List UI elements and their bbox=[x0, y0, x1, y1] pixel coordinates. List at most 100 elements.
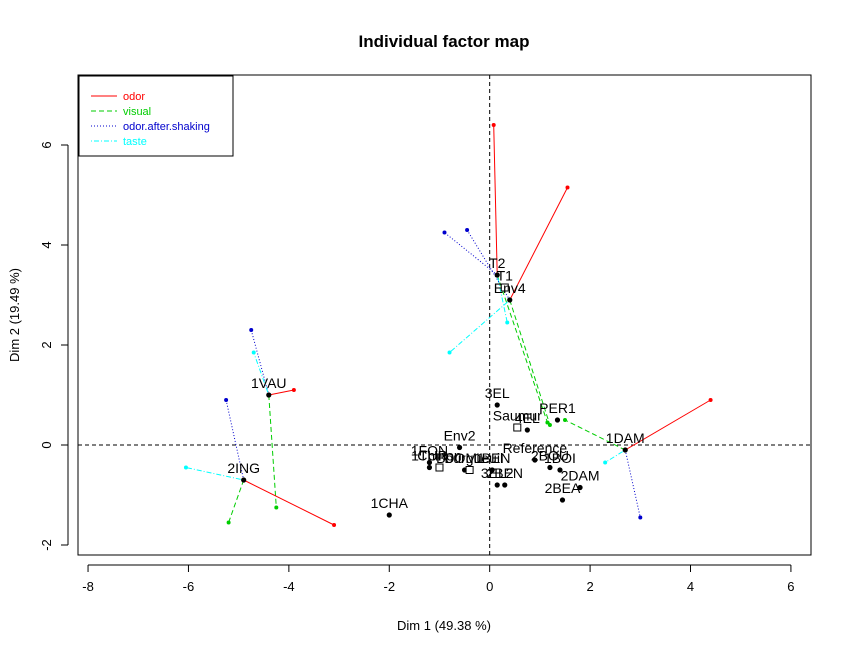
individual-point bbox=[494, 272, 500, 278]
individual-point bbox=[426, 459, 433, 466]
partial-point-odor-after-shaking bbox=[442, 230, 447, 235]
point-label: 1TUR bbox=[411, 448, 448, 464]
partial-line-odor bbox=[243, 479, 335, 526]
individual-point bbox=[266, 392, 272, 398]
y-axis-title: Dim 2 (19.49 %) bbox=[7, 268, 22, 362]
partial-point-visual bbox=[545, 420, 550, 425]
legend-label-odor-after-shaking: odor.after.shaking bbox=[123, 121, 210, 133]
partial-point-taste bbox=[183, 465, 188, 470]
partial-point-taste bbox=[603, 460, 608, 465]
legend-label-taste: taste bbox=[123, 136, 147, 148]
point-label: 1DAM bbox=[606, 430, 645, 446]
partial-line-odor-after-shaking bbox=[624, 449, 641, 518]
partial-line-visual bbox=[228, 479, 245, 523]
partial-line-visual bbox=[496, 274, 548, 423]
partial-axes-lines bbox=[183, 123, 713, 527]
partial-line-visual bbox=[564, 419, 626, 451]
individual-point bbox=[547, 464, 553, 471]
individual-point bbox=[559, 497, 566, 503]
point-label: Env2 bbox=[444, 428, 476, 444]
individual-point bbox=[532, 457, 538, 463]
partial-line-odor-after-shaking bbox=[444, 232, 498, 276]
partial-point-odor bbox=[565, 185, 570, 190]
partial-point-odor bbox=[291, 388, 296, 392]
individual-point bbox=[507, 297, 513, 303]
partial-line-odor bbox=[493, 124, 498, 276]
x-tick-label: 0 bbox=[486, 579, 493, 594]
partial-point-taste bbox=[251, 350, 256, 355]
plot-frame bbox=[77, 74, 812, 556]
legend-label-odor: odor bbox=[123, 91, 145, 103]
individual-point bbox=[554, 417, 561, 423]
point-label: 2BOU bbox=[531, 448, 569, 464]
partial-line-taste bbox=[449, 299, 511, 353]
partial-line-odor bbox=[268, 389, 294, 396]
point-label: 1BEN bbox=[474, 450, 511, 466]
partial-point-visual bbox=[274, 505, 279, 510]
partial-point-odor bbox=[332, 523, 337, 527]
x-tick-label: -8 bbox=[82, 579, 94, 594]
point-label: 2DAM bbox=[561, 468, 600, 484]
partial-line-taste bbox=[604, 449, 626, 463]
individual-point bbox=[489, 467, 495, 473]
point-label: 3EL bbox=[485, 385, 510, 401]
point-label: T2 bbox=[489, 255, 506, 271]
x-tick-label: 2 bbox=[586, 579, 593, 594]
point-label: Chinon bbox=[417, 448, 461, 464]
x-tick-label: -6 bbox=[183, 579, 195, 594]
partial-line-odor-after-shaking bbox=[250, 329, 270, 396]
point-label: Reference bbox=[503, 440, 568, 456]
individual-point bbox=[494, 482, 500, 488]
x-axis: -8 -6 -4 -2 0 2 4 6 bbox=[82, 564, 795, 594]
individual-point bbox=[577, 484, 583, 491]
y-tick-label: 2 bbox=[39, 341, 54, 348]
partial-line-odor bbox=[509, 187, 568, 301]
x-tick-label: 6 bbox=[787, 579, 794, 594]
chart-title: Individual factor map bbox=[359, 32, 530, 51]
partial-point-odor-after-shaking bbox=[249, 328, 254, 332]
partial-point-odor bbox=[491, 123, 496, 127]
individual-point bbox=[386, 512, 392, 518]
partial-point-taste bbox=[447, 350, 452, 355]
point-label: DOM1 bbox=[444, 450, 485, 466]
point-label: 2BEN bbox=[486, 465, 523, 481]
point-label: 1VAU bbox=[251, 375, 287, 391]
partial-line-odor bbox=[624, 399, 711, 451]
point-label: Env4 bbox=[494, 280, 526, 296]
individual-point bbox=[241, 477, 247, 483]
x-tick-label: 4 bbox=[687, 579, 694, 594]
individual-point bbox=[456, 444, 463, 451]
point-label: Bourgueuil bbox=[436, 450, 503, 466]
point-label: 1CHA bbox=[371, 495, 409, 511]
individual-point bbox=[502, 482, 508, 488]
partial-point-odor-after-shaking bbox=[465, 228, 470, 232]
legend-box bbox=[78, 75, 234, 157]
supplementary-point bbox=[435, 463, 444, 472]
legend: odor visual odor.after.shaking taste bbox=[78, 75, 234, 157]
point-label: T1 bbox=[497, 268, 514, 284]
partial-point-taste bbox=[505, 320, 510, 325]
individual-point bbox=[622, 447, 628, 453]
y-axis: -2 0 2 4 6 bbox=[39, 141, 69, 551]
individual-points bbox=[241, 272, 628, 518]
supplementary-point bbox=[513, 423, 522, 432]
partial-line-visual bbox=[268, 394, 277, 508]
x-tick-label: -2 bbox=[383, 579, 395, 594]
y-tick-label: -2 bbox=[39, 539, 54, 551]
point-label: 1BOI bbox=[544, 450, 576, 466]
partial-point-visual bbox=[547, 423, 552, 427]
individual-point bbox=[524, 427, 530, 433]
individual-point bbox=[557, 467, 563, 473]
individual-point bbox=[494, 402, 500, 408]
legend-label-visual: visual bbox=[123, 106, 151, 118]
point-label: 3EL2 bbox=[481, 465, 514, 481]
point-label: 2BEA bbox=[545, 480, 581, 496]
point-label: 1FON bbox=[411, 443, 448, 459]
point-label: 2ING bbox=[227, 460, 260, 476]
partial-line-taste bbox=[496, 274, 508, 323]
partial-line-taste bbox=[253, 352, 270, 396]
x-axis-title: Dim 1 (49.38 %) bbox=[397, 618, 491, 633]
